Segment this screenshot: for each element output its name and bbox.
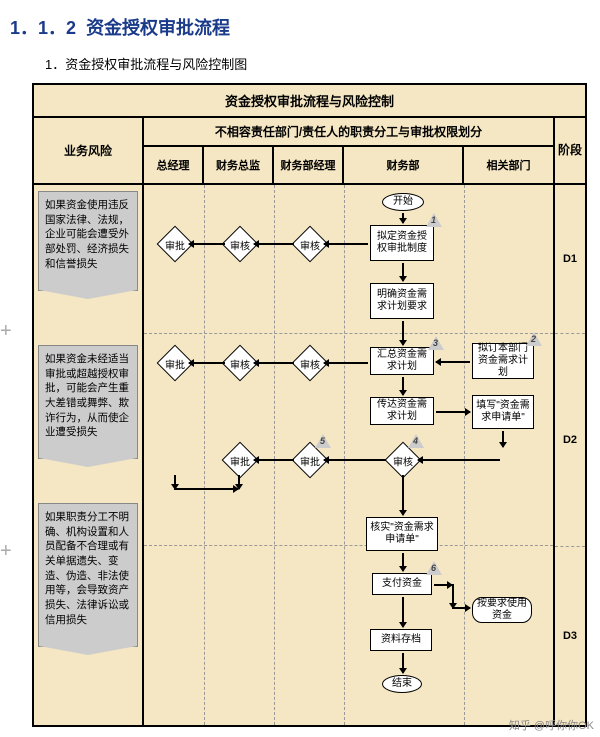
node-3: 汇总资金需求计划 xyxy=(370,347,434,375)
node-8: 资料存档 xyxy=(370,629,432,651)
phase-d1: D1 xyxy=(555,185,585,334)
marker-2: 2 xyxy=(526,332,542,346)
mid-header: 不相容责任部门/责任人的职责分工与审批权限划分 xyxy=(144,118,553,147)
phase-d2: D2 xyxy=(555,334,585,547)
node-2: 明确资金需求计划要求 xyxy=(370,283,434,319)
node-5: 核实"资金需求申请单" xyxy=(366,517,438,551)
biz-header: 业务风险 xyxy=(34,118,144,183)
node-7: 按要求使用资金 xyxy=(472,597,532,623)
col-gm: 总经理 xyxy=(144,147,204,183)
marker-6: 6 xyxy=(426,561,442,575)
node-3b: 拟订本部门资金需求计划 xyxy=(472,343,534,379)
margin-add-icon: + xyxy=(0,320,12,343)
node-1: 拟定资金授权审批制度 xyxy=(370,225,434,261)
start-node: 开始 xyxy=(382,193,424,211)
marker-4: 4 xyxy=(408,434,424,448)
col-fmgr: 财务部经理 xyxy=(274,147,344,183)
risks-column: 如果资金使用违反国家法律、法规，企业可能会遭受外部处罚、经济损失和信誉损失 如果… xyxy=(34,185,144,725)
col-rel: 相关部门 xyxy=(464,147,553,183)
node-4: 传达资金需求计划 xyxy=(370,397,434,425)
risk-1: 如果资金使用违反国家法律、法规，企业可能会遭受外部处罚、经济损失和信誉损失 xyxy=(38,191,138,291)
node-4b: 填写"资金需求申请单" xyxy=(472,395,534,429)
margin-add-icon: + xyxy=(0,540,12,563)
risk-2: 如果资金未经适当审批或超越授权审批，可能会产生重大差错或舞弊、欺诈行为，从而使企… xyxy=(38,345,138,459)
chart-body: 如果资金使用违反国家法律、法规，企业可能会遭受外部处罚、经济损失和信誉损失 如果… xyxy=(34,183,585,725)
header-row: 业务风险 不相容责任部门/责任人的职责分工与审批权限划分 总经理 财务总监 财务… xyxy=(34,118,585,183)
phase-d3: D3 xyxy=(555,547,585,725)
marker-1: 1 xyxy=(426,213,442,227)
phase-header: 阶段 xyxy=(555,118,585,183)
flowchart: 资金授权审批流程与风险控制 业务风险 不相容责任部门/责任人的职责分工与审批权限… xyxy=(32,83,587,727)
watermark: 知乎 @呼你你OK xyxy=(509,717,594,733)
chart-title: 资金授权审批流程与风险控制 xyxy=(34,85,585,118)
end-node: 结束 xyxy=(382,675,422,693)
figure-caption: 1．资金授权审批流程与风险控制图 xyxy=(45,54,590,73)
column-headers: 总经理 财务总监 财务部经理 财务部 相关部门 xyxy=(144,147,553,183)
heading-text: 资金授权审批流程 xyxy=(86,18,230,38)
marker-5: 5 xyxy=(315,434,331,448)
marker-3: 3 xyxy=(428,336,444,350)
col-fin: 财务部 xyxy=(344,147,464,183)
risk-3: 如果职责分工不明确、机构设置和人员配备不合理或有关单据遗失、变造、伪造、非法使用… xyxy=(38,503,138,647)
section-heading: 1．1．2 资金授权审批流程 xyxy=(10,14,590,40)
node-6: 支付资金 xyxy=(372,573,432,595)
heading-num: 1．1．2 xyxy=(10,18,76,38)
phase-column: D1 D2 D3 xyxy=(555,185,585,725)
col-cfo: 财务总监 xyxy=(204,147,274,183)
flow-canvas: 开始 拟定资金授权审批制度 1 审核 审核 审批 明确资金需求计划要求 汇总资金… xyxy=(144,185,555,725)
